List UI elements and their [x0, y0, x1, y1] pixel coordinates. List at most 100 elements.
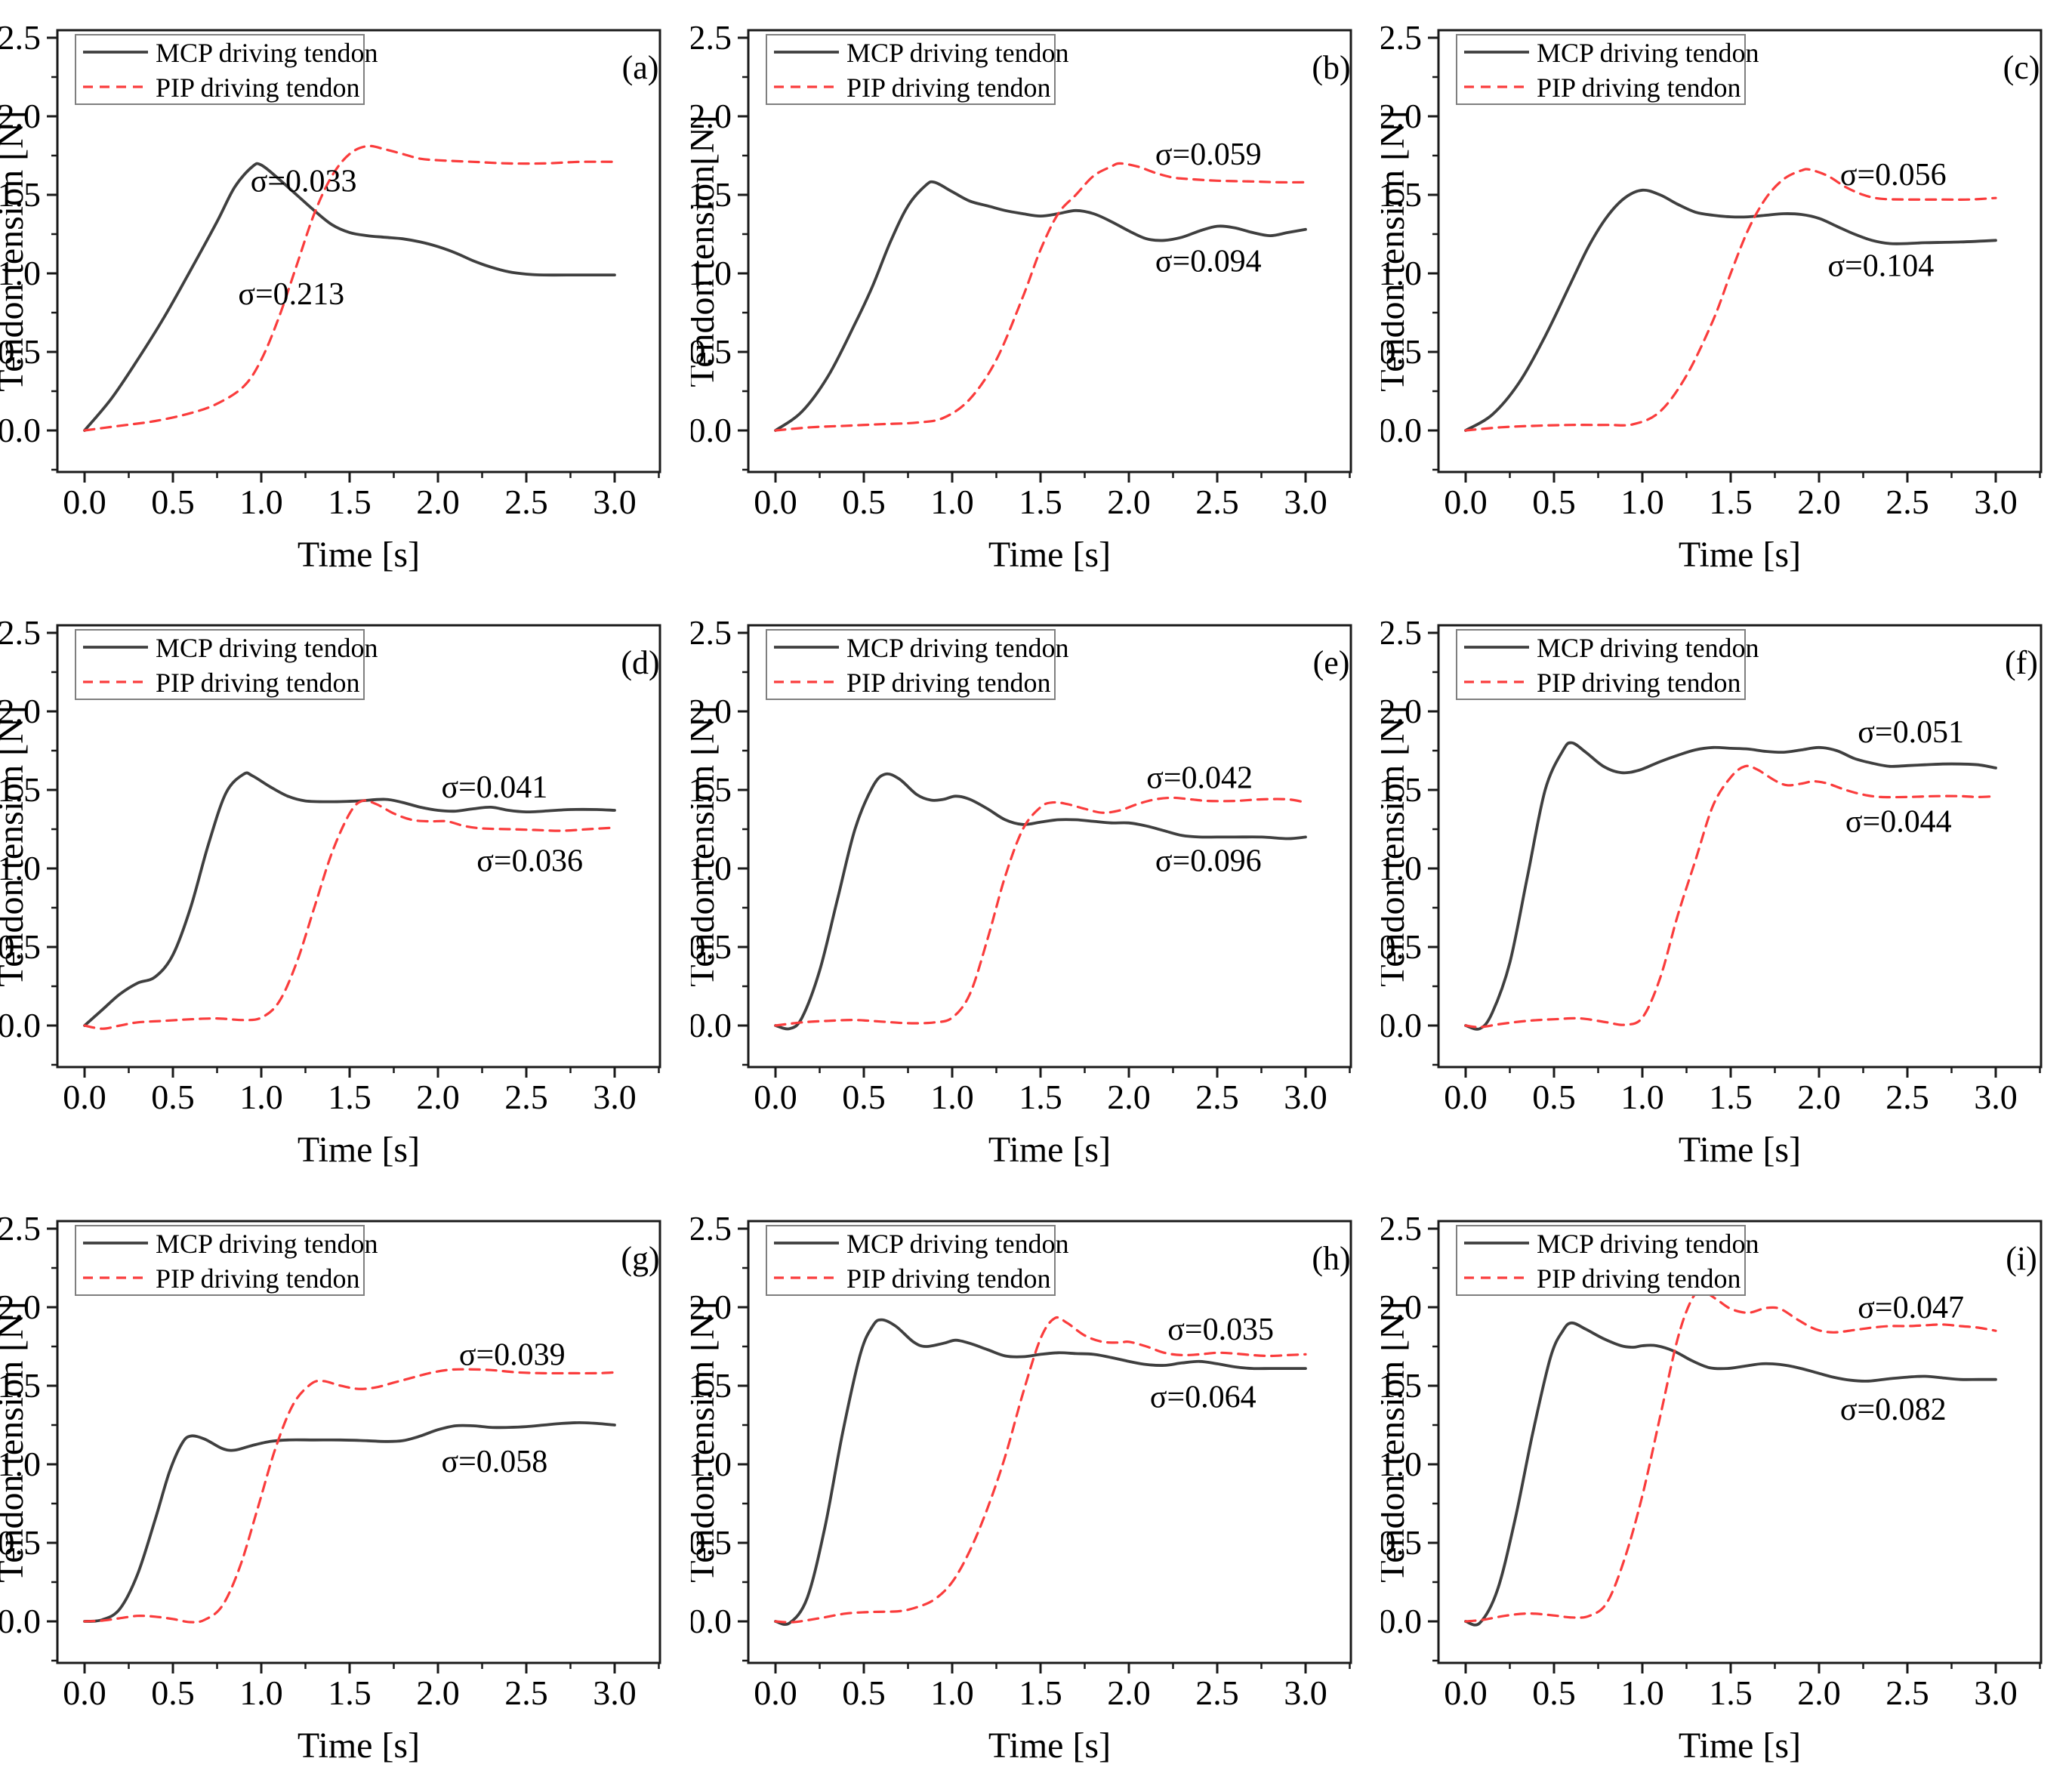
legend-label-pip: PIP driving tendon [156, 72, 360, 103]
y-tick-label: 2.5 [1381, 613, 1422, 652]
y-tick-label: 0.5 [1381, 927, 1422, 966]
x-tick-label: 2.5 [1886, 483, 1929, 521]
x-tick-label: 1.5 [1019, 1078, 1062, 1116]
y-tick-label: 0.0 [0, 411, 41, 449]
x-tick-label: 1.5 [1710, 1673, 1753, 1712]
x-tick-label: 1.0 [1621, 483, 1664, 521]
x-tick-label: 0.5 [1533, 1078, 1576, 1116]
panel-label: (b) [1312, 49, 1350, 86]
pip-sigma-annotation: σ=0.047 [1858, 1291, 1965, 1325]
subplot-c: 0.0 0.5 1.0 1.5 2.0 2.5 3.0 0.0 0.5 1.0 1.5 2.0 2.5 T… [1381, 0, 2072, 596]
x-tick-label: 0.0 [1445, 483, 1488, 521]
mcp-curve [1464, 1321, 1998, 1627]
y-axis-title: Tendon tension [N] [1381, 1301, 1412, 1582]
pip-curve [83, 1368, 616, 1624]
y-tick-label: 0.0 [691, 1602, 732, 1640]
mcp-curve [773, 773, 1307, 1031]
x-tick-label: 0.5 [1533, 1673, 1576, 1712]
legend-label-pip: PIP driving tendon [1537, 1263, 1741, 1294]
subplot-i: 0.0 0.5 1.0 1.5 2.0 2.5 3.0 0.0 0.5 1.0 1.5 2.0 2.5 T… [1381, 1190, 2072, 1786]
chart-h-canvas: 0.0 0.5 1.0 1.5 2.0 2.5 3.0 0.0 0.5 1.0 1.5 2.0 2.5 T… [691, 1209, 1352, 1766]
chart-e-canvas: 0.0 0.5 1.0 1.5 2.0 2.5 3.0 0.0 0.5 1.0 1.5 2.0 2.5 T… [691, 613, 1352, 1170]
x-tick-label: 1.0 [239, 1078, 282, 1116]
y-tick-label: 1.0 [691, 1445, 732, 1483]
y-tick-label: 0.5 [1381, 1523, 1422, 1562]
x-tick-label: 3.0 [1975, 1673, 2018, 1712]
subplot-f: 0.0 0.5 1.0 1.5 2.0 2.5 3.0 0.0 0.5 1.0 1.5 2.0 2.5 T… [1381, 595, 2072, 1191]
y-tick-label: 1.5 [691, 770, 732, 809]
x-tick-label: 2.0 [416, 1078, 459, 1116]
x-axis-title: Time [s] [988, 535, 1111, 575]
pip-curve [774, 797, 1307, 1027]
pip-sigma-annotation: σ=0.042 [1146, 761, 1253, 796]
pip-curve [1464, 764, 1997, 1029]
y-tick-label: 2.0 [1381, 1288, 1422, 1326]
pip-curve [774, 1316, 1307, 1624]
legend-box [765, 1224, 1056, 1296]
y-tick-label: 0.5 [691, 1523, 732, 1562]
panel-label: (i) [2006, 1240, 2038, 1277]
x-axis-title: Time [s] [988, 1130, 1111, 1170]
y-tick-label: 2.0 [0, 1288, 41, 1326]
legend-box [1456, 1224, 1747, 1296]
panel-label: (h) [1312, 1240, 1350, 1277]
y-tick-label: 1.5 [691, 1366, 732, 1405]
x-tick-label: 2.0 [1798, 483, 1841, 521]
x-tick-label: 0.0 [63, 483, 106, 521]
x-tick-label: 1.5 [328, 1078, 371, 1116]
y-tick-label: 2.5 [0, 1209, 41, 1248]
x-tick-label: 3.0 [593, 1673, 636, 1712]
legend-label-mcp: MCP driving tendon [156, 633, 378, 663]
y-tick-label: 2.5 [0, 613, 41, 652]
y-tick-label: 2.5 [691, 613, 732, 652]
chart-f-canvas: 0.0 0.5 1.0 1.5 2.0 2.5 3.0 0.0 0.5 1.0 1.5 2.0 2.5 T… [1381, 613, 2043, 1170]
y-tick-label: 0.0 [691, 1006, 732, 1044]
legend-label-pip: PIP driving tendon [846, 668, 1051, 698]
y-tick-label: 1.5 [0, 770, 41, 809]
y-tick-label: 2.5 [0, 18, 41, 57]
x-tick-label: 2.0 [1107, 1673, 1150, 1712]
y-tick-label: 1.0 [691, 254, 732, 292]
y-tick-label: 2.0 [1381, 97, 1422, 135]
pip-sigma-annotation: σ=0.056 [1840, 158, 1947, 193]
x-tick-label: 1.0 [239, 483, 282, 521]
mcp-sigma-annotation: σ=0.104 [1828, 249, 1935, 284]
x-tick-label: 2.5 [1195, 1078, 1238, 1116]
x-tick-label: 0.5 [842, 1078, 885, 1116]
chart-a-canvas: 0.0 0.5 1.0 1.5 2.0 2.5 3.0 0.0 0.5 1.0 1.5 2.0 2.5 T… [0, 18, 661, 575]
y-tick-label: 2.0 [0, 97, 41, 135]
y-tick-label: 1.0 [1381, 1445, 1422, 1483]
x-axis-title: Time [s] [298, 1130, 420, 1170]
mcp-sigma-annotation: σ=0.082 [1840, 1393, 1947, 1427]
subplot-e: 0.0 0.5 1.0 1.5 2.0 2.5 3.0 0.0 0.5 1.0 1.5 2.0 2.5 T… [690, 595, 1382, 1191]
y-tick-label: 0.0 [0, 1602, 41, 1640]
legend-label-mcp: MCP driving tendon [1537, 38, 1759, 68]
y-tick-label: 2.5 [1381, 18, 1422, 57]
legend-label-mcp: MCP driving tendon [846, 38, 1069, 68]
x-tick-label: 0.5 [1533, 483, 1576, 521]
y-axis-title: Tendon tension [N] [691, 706, 722, 987]
x-tick-label: 2.5 [504, 1078, 547, 1116]
y-tick-label: 2.0 [691, 97, 732, 135]
pip-sigma-annotation: σ=0.039 [459, 1337, 566, 1372]
y-tick-label: 0.5 [1381, 332, 1422, 371]
y-tick-label: 1.0 [691, 849, 732, 887]
x-axis-title: Time [s] [298, 535, 420, 575]
y-tick-label: 0.0 [691, 411, 732, 449]
y-tick-label: 0.5 [691, 927, 732, 966]
y-tick-label: 1.0 [1381, 849, 1422, 887]
x-tick-label: 0.0 [1445, 1673, 1488, 1712]
subplot-g: 0.0 0.5 1.0 1.5 2.0 2.5 3.0 0.0 0.5 1.0 1.5 2.0 2.5 T… [0, 1190, 691, 1786]
x-tick-label: 2.0 [1107, 1078, 1150, 1116]
pip-sigma-annotation: σ=0.033 [251, 164, 357, 199]
y-tick-label: 2.5 [691, 18, 732, 57]
mcp-sigma-annotation: σ=0.064 [1150, 1380, 1256, 1414]
y-tick-label: 2.5 [691, 1209, 732, 1248]
x-tick-label: 2.5 [1195, 483, 1238, 521]
subplot-h: 0.0 0.5 1.0 1.5 2.0 2.5 3.0 0.0 0.5 1.0 1.5 2.0 2.5 T… [690, 1190, 1382, 1786]
chart-i-canvas: 0.0 0.5 1.0 1.5 2.0 2.5 3.0 0.0 0.5 1.0 1.5 2.0 2.5 T… [1381, 1209, 2043, 1766]
y-tick-label: 1.5 [1381, 770, 1422, 809]
y-tick-label: 0.5 [0, 1523, 41, 1562]
x-tick-label: 2.0 [1798, 1673, 1841, 1712]
